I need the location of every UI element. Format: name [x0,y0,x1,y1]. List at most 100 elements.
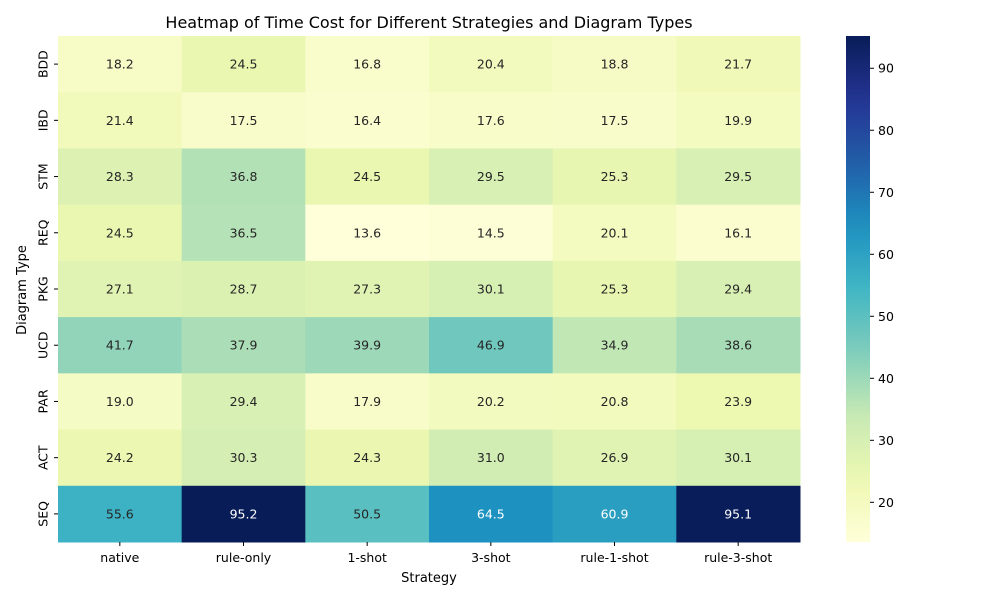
heatmap-cell-req-3-shot [429,204,554,262]
y-axis-ticks: BDD IBD STM REQ PKG UCD PAR ACT SEQ [36,50,58,527]
cell-value-label: 17.9 [353,394,381,409]
heatmap-cell-act-3-shot [429,429,554,487]
heatmap-cell-par-rule-3-shot [676,373,801,431]
heatmap-cell-par-rule-only [181,373,306,431]
heatmap-cell-seq-rule-3-shot [676,485,801,543]
cell-value-label: 27.1 [106,282,134,297]
heatmap-cell-bdd-1-shot [305,36,430,93]
y-tick-label: PKG [36,276,51,301]
cell-value-label: 23.9 [724,394,752,409]
x-tick-label: rule-1-shot [580,550,648,565]
heatmap-cell-ibd-1-shot [305,92,430,149]
cell-value-label: 38.6 [724,338,752,353]
cell-value-label: 95.1 [724,506,752,521]
y-axis-label: Diagram Type [15,245,30,335]
y-tick-label: BDD [36,50,51,78]
cell-value-label: 39.9 [353,338,381,353]
heatmap-cell-req-rule-only [181,204,306,262]
heatmap-cell-seq-3-shot [429,485,554,543]
colorbar-tick-label: 30 [878,433,894,448]
colorbar-tick-label: 20 [878,495,894,510]
colorbar-tick-label: 80 [878,123,894,138]
cell-value-label: 16.4 [353,113,381,128]
heatmap-cell-act-rule-3-shot [676,429,801,487]
y-tick-label: ACT [36,445,51,470]
cell-value-label: 24.5 [230,57,258,72]
cell-value-label: 30.1 [477,282,505,297]
cell-value-label: 95.2 [230,506,258,521]
cell-value-label: 37.9 [230,338,258,353]
cell-value-label: 24.2 [106,450,134,465]
heatmap-cell-bdd-3-shot [429,36,554,93]
y-tick-label: PAR [36,389,51,413]
heatmap-cell-stm-1-shot [305,148,430,206]
heatmap-cell-ucd-rule-only [181,317,306,374]
cell-value-label: 14.5 [477,225,505,240]
heatmap-cell-ucd-1-shot [305,317,430,374]
cell-value-label: 21.7 [724,57,752,72]
cell-value-label: 27.3 [353,282,381,297]
heatmap-cell-ibd-rule-only [181,92,306,149]
heatmap-cells: 18.2 24.5 16.8 20.4 18.8 21.7 21.4 17.5 16.4 17.6… [58,36,801,543]
heatmap-cell-seq-native [58,485,183,543]
heatmap-cell-bdd-native [58,36,183,93]
x-axis-label: Strategy [401,571,457,586]
heatmap-cell-stm-rule-3-shot [676,148,801,206]
x-axis-ticks: native rule-only 1-shot 3-shot rule-1-shot ru… [100,542,772,565]
x-tick-label: native [100,550,139,565]
x-tick-label: rule-only [216,550,272,565]
cell-value-label: 20.1 [601,225,629,240]
x-tick-label: 1-shot [347,550,387,565]
cell-value-label: 41.7 [106,338,134,353]
cell-value-label: 17.6 [477,113,505,128]
cell-value-label: 19.9 [724,113,752,128]
heatmap-cell-ucd-native [58,317,183,374]
y-tick-label: SEQ [36,501,51,527]
y-tick-label: UCD [36,331,51,359]
heatmap-cell-req-rule-3-shot [676,204,801,262]
cell-value-label: 60.9 [601,506,629,521]
cell-value-label: 20.8 [601,394,629,409]
heatmap-cell-req-native [58,204,183,262]
cell-value-label: 50.5 [353,506,381,521]
y-tick-label: STM [36,163,51,189]
heatmap-cell-pkg-rule-3-shot [676,260,801,318]
colorbar-tick-label: 70 [878,185,894,200]
heatmap-cell-par-3-shot [429,373,554,431]
x-tick-label: rule-3-shot [704,550,772,565]
heatmap-cell-ucd-3-shot [429,317,554,374]
cell-value-label: 25.3 [601,282,629,297]
heatmap-cell-act-rule-1-shot [552,429,677,487]
cell-value-label: 17.5 [601,113,629,128]
heatmap-cell-req-rule-1-shot [552,204,677,262]
heatmap-cell-bdd-rule-3-shot [676,36,801,93]
heatmap-cell-par-rule-1-shot [552,373,677,431]
heatmap-cell-ibd-3-shot [429,92,554,149]
heatmap-cell-stm-3-shot [429,148,554,206]
x-tick-label: 3-shot [471,550,511,565]
cell-value-label: 28.7 [230,282,258,297]
colorbar: 20 30 40 50 60 70 80 90 [846,36,894,542]
cell-value-label: 18.2 [106,57,134,72]
heatmap-cell-ucd-rule-3-shot [676,317,801,374]
heatmap-cell-act-rule-only [181,429,306,487]
heatmap-cell-ucd-rule-1-shot [552,317,677,374]
colorbar-tick-label: 90 [878,61,894,76]
cell-value-label: 20.4 [477,57,505,72]
heatmap-cell-pkg-native [58,260,183,318]
colorbar-tick-label: 40 [878,371,894,386]
cell-value-label: 21.4 [106,113,134,128]
cell-value-label: 16.8 [353,57,381,72]
heatmap-cell-pkg-rule-1-shot [552,260,677,318]
cell-value-label: 29.4 [724,282,752,297]
cell-value-label: 16.1 [724,225,752,240]
heatmap-cell-pkg-3-shot [429,260,554,318]
heatmap-cell-seq-rule-only [181,485,306,543]
heatmap-cell-req-1-shot [305,204,430,262]
colorbar-gradient [846,36,870,542]
heatmap-cell-pkg-rule-only [181,260,306,318]
cell-value-label: 17.5 [230,113,258,128]
cell-value-label: 55.6 [106,506,134,521]
y-tick-label: REQ [36,219,51,246]
